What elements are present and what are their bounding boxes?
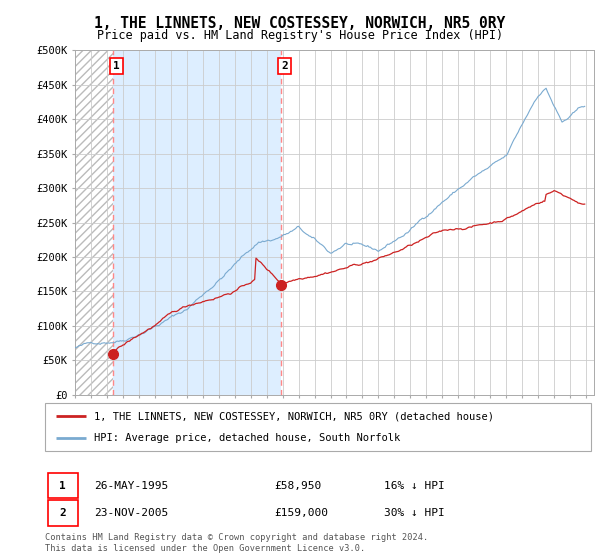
Text: Contains HM Land Registry data © Crown copyright and database right 2024.
This d: Contains HM Land Registry data © Crown c… [45, 533, 428, 553]
Text: £58,950: £58,950 [274, 480, 322, 491]
Text: 1: 1 [59, 480, 66, 491]
FancyBboxPatch shape [45, 403, 591, 451]
Text: 16% ↓ HPI: 16% ↓ HPI [383, 480, 444, 491]
Text: HPI: Average price, detached house, South Norfolk: HPI: Average price, detached house, Sout… [94, 433, 400, 443]
Text: 1, THE LINNETS, NEW COSTESSEY, NORWICH, NR5 0RY (detached house): 1, THE LINNETS, NEW COSTESSEY, NORWICH, … [94, 411, 494, 421]
Text: 2: 2 [281, 60, 288, 71]
Bar [113, 50, 281, 395]
Text: 30% ↓ HPI: 30% ↓ HPI [383, 508, 444, 518]
Text: Price paid vs. HM Land Registry's House Price Index (HPI): Price paid vs. HM Land Registry's House … [97, 29, 503, 42]
Text: 1: 1 [113, 60, 120, 71]
Text: 23-NOV-2005: 23-NOV-2005 [94, 508, 169, 518]
Text: 1, THE LINNETS, NEW COSTESSEY, NORWICH, NR5 0RY: 1, THE LINNETS, NEW COSTESSEY, NORWICH, … [94, 16, 506, 31]
Bar [75, 50, 113, 395]
Text: 2: 2 [59, 508, 66, 518]
Text: £159,000: £159,000 [274, 508, 328, 518]
Bar [281, 50, 594, 395]
FancyBboxPatch shape [48, 473, 78, 498]
FancyBboxPatch shape [48, 501, 78, 526]
Text: 26-MAY-1995: 26-MAY-1995 [94, 480, 169, 491]
